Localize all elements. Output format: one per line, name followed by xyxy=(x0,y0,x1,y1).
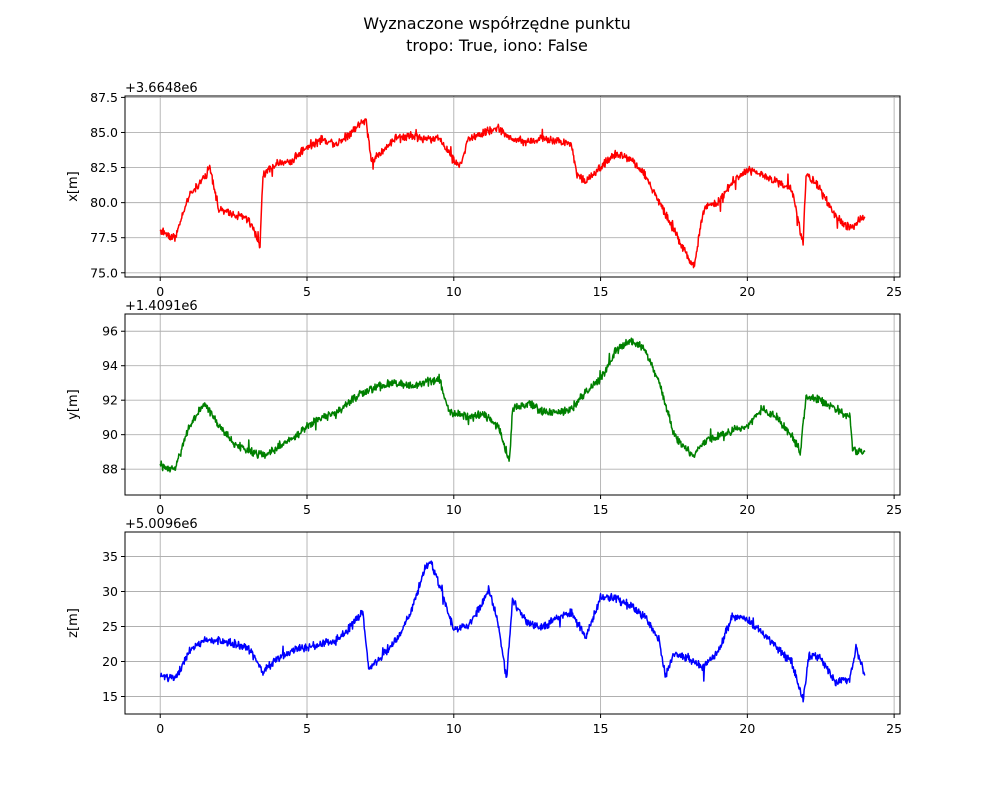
y-tick-label: 88 xyxy=(102,462,118,477)
y-tick-label: 87.5 xyxy=(90,90,118,105)
x-tick-label: 25 xyxy=(886,284,902,299)
y-tick-label: 25 xyxy=(102,619,118,634)
x-tick-label: 20 xyxy=(739,284,755,299)
axis-offset-text: +5.0096e6 xyxy=(125,517,198,532)
axes-frame xyxy=(124,313,901,496)
x-tick-label: 10 xyxy=(446,284,462,299)
x-tick-label: 10 xyxy=(446,721,462,736)
axes-frame xyxy=(124,95,901,278)
series-line xyxy=(159,118,866,269)
y-axis-label: z[m] xyxy=(66,608,81,638)
subplot-xm-panel: 0 5 10 15 20 25 75.0 77.5 80.0 82.5 85.0 87.5 +3.664… xyxy=(66,81,902,299)
chart-title-line1: Wyznaczone współrzędne punktu xyxy=(363,14,630,33)
x-tick-label: 20 xyxy=(739,721,755,736)
y-tick-label: 94 xyxy=(102,358,118,373)
x-tick-label: 15 xyxy=(593,284,609,299)
y-tick-label: 92 xyxy=(102,393,118,408)
axes-frame xyxy=(124,531,901,715)
panels: 0 5 10 15 20 25 75.0 77.5 80.0 82.5 85.0 87.5 +3.664… xyxy=(66,81,902,736)
x-tick-label: 10 xyxy=(446,502,462,517)
y-tick-label: 82.5 xyxy=(90,160,118,175)
x-tick-label: 5 xyxy=(303,284,311,299)
x-tick-label: 15 xyxy=(593,502,609,517)
y-tick-label: 77.5 xyxy=(90,230,118,245)
x-tick-label: 25 xyxy=(886,721,902,736)
x-tick-label: 5 xyxy=(303,502,311,517)
x-tick-label: 0 xyxy=(156,284,164,299)
y-tick-label: 90 xyxy=(102,427,118,442)
x-tick-label: 5 xyxy=(303,721,311,736)
series-line xyxy=(159,560,866,703)
x-tick-label: 0 xyxy=(156,502,164,517)
axis-offset-text: +3.6648e6 xyxy=(125,81,198,96)
y-tick-label: 20 xyxy=(102,654,118,669)
y-tick-label: 15 xyxy=(102,689,118,704)
chart-title-line2: tropo: True, iono: False xyxy=(406,36,588,55)
axis-offset-text: +1.4091e6 xyxy=(125,299,198,314)
subplot-zm-panel: 0 5 10 15 20 25 15 20 25 30 35 +5.0096e6 z[m] xyxy=(66,517,902,736)
y-axis-label: y[m] xyxy=(66,389,81,420)
subplot-ym-panel: 0 5 10 15 20 25 88 90 92 94 96 +1.4091e6 y[m] xyxy=(66,299,902,517)
x-tick-label: 20 xyxy=(739,502,755,517)
y-tick-label: 80.0 xyxy=(90,195,118,210)
y-tick-label: 35 xyxy=(102,549,118,564)
series-line xyxy=(159,337,866,473)
y-tick-label: 75.0 xyxy=(90,265,118,280)
y-tick-label: 96 xyxy=(102,324,118,339)
y-axis-label: x[m] xyxy=(66,171,81,202)
y-tick-label: 30 xyxy=(102,584,118,599)
x-tick-label: 15 xyxy=(593,721,609,736)
x-tick-label: 0 xyxy=(156,721,164,736)
y-tick-label: 85.0 xyxy=(90,125,118,140)
x-tick-label: 25 xyxy=(886,502,902,517)
